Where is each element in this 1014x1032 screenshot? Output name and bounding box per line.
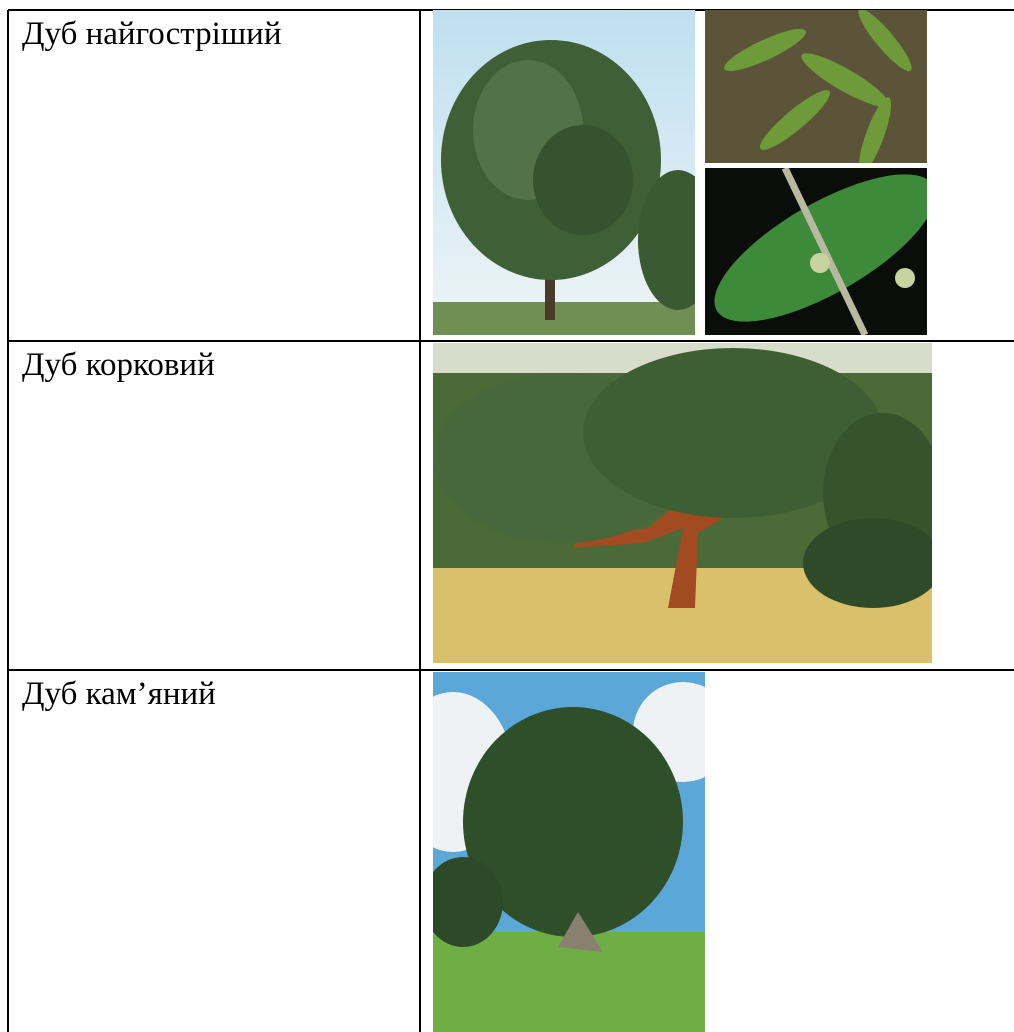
species-name: Дуб кам’яний [22, 676, 216, 712]
tree-photo [433, 10, 695, 335]
table-border [7, 10, 9, 1032]
leaf-photo [705, 10, 927, 163]
table-border [8, 340, 1014, 342]
tree-photo [433, 343, 932, 663]
table-border [419, 10, 421, 1032]
table-border [8, 669, 1014, 671]
leaf-photo [705, 168, 927, 335]
species-name: Дуб корковий [22, 347, 215, 383]
species-name: Дуб найгостріший [22, 16, 282, 52]
tree-photo [433, 672, 705, 1032]
